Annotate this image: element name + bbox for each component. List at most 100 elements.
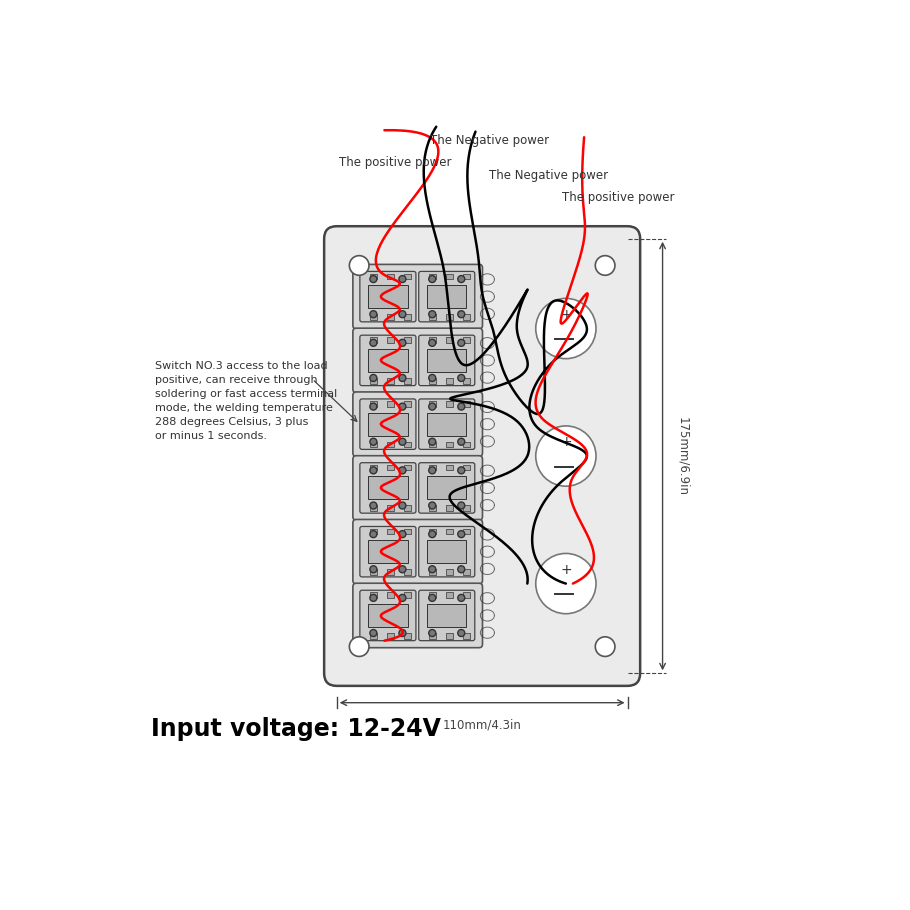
Circle shape <box>458 310 465 318</box>
Circle shape <box>536 553 596 613</box>
Circle shape <box>458 276 465 283</box>
Circle shape <box>369 594 377 602</box>
Bar <box>369 476 408 500</box>
Bar <box>369 529 377 534</box>
Bar <box>369 541 408 563</box>
Circle shape <box>399 375 406 381</box>
Circle shape <box>369 276 377 283</box>
Circle shape <box>399 439 406 445</box>
Bar <box>369 441 377 448</box>
Bar <box>404 633 411 639</box>
Bar <box>463 338 470 343</box>
Bar <box>404 529 411 534</box>
Circle shape <box>369 566 377 572</box>
FancyBboxPatch shape <box>353 520 482 584</box>
Bar <box>429 592 436 598</box>
Bar <box>404 570 411 575</box>
Bar <box>387 401 394 407</box>
Bar <box>404 274 411 279</box>
Circle shape <box>458 630 465 636</box>
Bar <box>429 378 436 383</box>
Bar <box>427 285 466 308</box>
Bar <box>429 314 436 319</box>
Bar <box>463 465 470 470</box>
Text: Input voltage: 12-24V: Input voltage: 12-24V <box>151 717 441 742</box>
Bar <box>404 338 411 343</box>
Bar <box>446 338 453 343</box>
Circle shape <box>399 310 406 318</box>
Bar <box>446 570 453 575</box>
Text: +: + <box>560 308 571 322</box>
Bar <box>387 274 394 279</box>
Circle shape <box>429 310 436 318</box>
Bar <box>446 529 453 534</box>
FancyBboxPatch shape <box>353 456 482 521</box>
Bar <box>369 338 377 343</box>
Bar <box>369 412 408 436</box>
Text: The Negative power: The Negative power <box>430 135 549 147</box>
Circle shape <box>369 339 377 347</box>
Bar <box>463 314 470 319</box>
Circle shape <box>429 502 436 509</box>
Bar <box>446 274 453 279</box>
Bar <box>427 349 466 372</box>
Bar <box>429 505 436 511</box>
Bar <box>446 314 453 319</box>
Bar <box>387 441 394 448</box>
Bar <box>369 378 377 383</box>
Circle shape <box>458 375 465 381</box>
Circle shape <box>349 637 369 656</box>
Text: Switch NO.3 access to the load
positive, can receive through
soldering or fast a: Switch NO.3 access to the load positive,… <box>155 361 337 441</box>
Bar <box>446 505 453 511</box>
Bar <box>429 441 436 448</box>
Circle shape <box>429 339 436 347</box>
Bar <box>404 401 411 407</box>
Bar <box>429 529 436 534</box>
Bar <box>369 592 377 598</box>
Bar <box>387 592 394 598</box>
Circle shape <box>429 375 436 381</box>
Circle shape <box>429 630 436 636</box>
FancyBboxPatch shape <box>359 335 416 386</box>
Circle shape <box>399 339 406 347</box>
Bar <box>404 441 411 448</box>
Circle shape <box>595 637 615 656</box>
FancyBboxPatch shape <box>353 392 482 457</box>
Bar <box>404 505 411 511</box>
Bar <box>404 314 411 319</box>
Bar <box>446 633 453 639</box>
FancyBboxPatch shape <box>419 335 475 386</box>
Circle shape <box>429 439 436 445</box>
Circle shape <box>369 630 377 636</box>
Bar <box>387 633 394 639</box>
Bar <box>404 378 411 383</box>
Circle shape <box>369 467 377 474</box>
Circle shape <box>429 403 436 410</box>
Bar <box>429 274 436 279</box>
Circle shape <box>458 502 465 509</box>
Text: +: + <box>560 436 571 450</box>
FancyBboxPatch shape <box>353 265 482 329</box>
Bar <box>463 592 470 598</box>
FancyBboxPatch shape <box>359 591 416 641</box>
Bar <box>369 604 408 627</box>
FancyBboxPatch shape <box>419 591 475 641</box>
Circle shape <box>399 630 406 636</box>
Text: 175mm/6.9in: 175mm/6.9in <box>676 417 689 496</box>
FancyBboxPatch shape <box>419 271 475 322</box>
Bar <box>387 314 394 319</box>
Circle shape <box>429 566 436 572</box>
Circle shape <box>399 467 406 474</box>
Circle shape <box>369 310 377 318</box>
Bar <box>369 570 377 575</box>
Bar <box>387 529 394 534</box>
Circle shape <box>429 467 436 474</box>
Bar <box>369 505 377 511</box>
Circle shape <box>429 531 436 538</box>
Bar <box>369 465 377 470</box>
Bar <box>446 401 453 407</box>
Bar <box>463 274 470 279</box>
FancyBboxPatch shape <box>353 329 482 392</box>
Circle shape <box>458 339 465 347</box>
Circle shape <box>399 594 406 602</box>
